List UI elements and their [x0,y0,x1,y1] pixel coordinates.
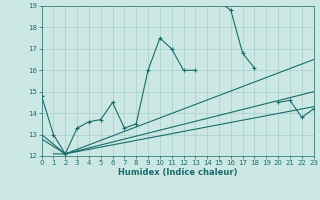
X-axis label: Humidex (Indice chaleur): Humidex (Indice chaleur) [118,168,237,177]
